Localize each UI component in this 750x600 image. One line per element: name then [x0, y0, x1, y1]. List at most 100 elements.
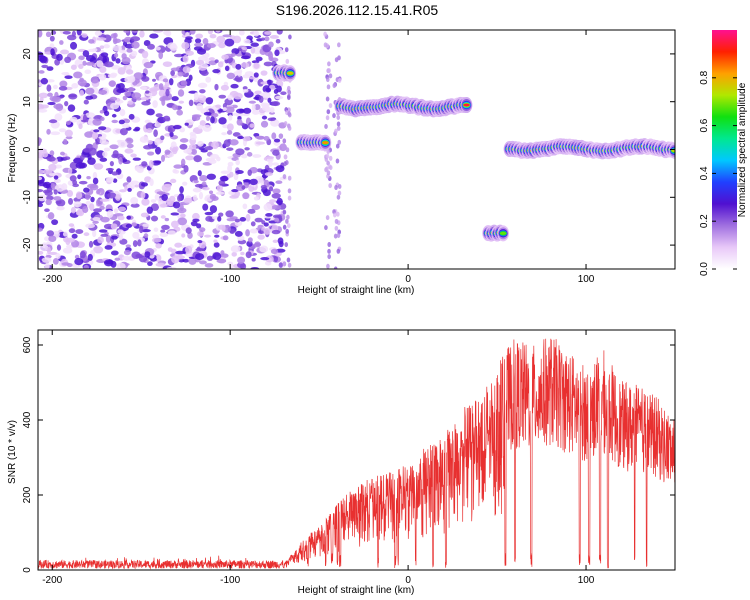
spectrogram-noise-blob — [164, 149, 171, 155]
spectrogram-noise-blob — [235, 63, 242, 70]
spectrogram-noise-blob — [235, 159, 240, 166]
spectrogram-noise-blob — [53, 196, 62, 201]
snr-series-line — [38, 338, 675, 570]
spectrogram-noise-blob — [164, 217, 170, 222]
spectrogram-noise-blob — [116, 88, 126, 93]
spectrogram-noise-blob — [102, 34, 112, 43]
spectrogram-noise-blob — [185, 227, 192, 234]
spectrogram-noise-blob — [222, 34, 232, 38]
spectrogram-noise-blob — [250, 266, 260, 269]
spectrogram-noise-blob — [282, 209, 287, 215]
spectrogram-noise-blob — [132, 240, 138, 248]
spectrogram-noise-blob — [78, 55, 85, 61]
spectrogram-noise-blob — [92, 118, 102, 126]
spectrogram-noise-blob — [191, 114, 202, 118]
spectrogram-noise-blob — [229, 171, 234, 178]
spectrogram-noise-blob — [215, 191, 225, 195]
spectrogram-noise-blob — [272, 162, 279, 166]
spectrogram-noise-blob — [336, 121, 341, 127]
spectrogram-noise-blob — [77, 174, 82, 180]
spectrogram-noise-blob — [327, 248, 331, 254]
spectrogram-noise-blob — [170, 178, 177, 184]
spectrogram-noise-blob — [79, 89, 85, 97]
spectrogram-noise-blob — [334, 128, 338, 134]
spectrogram-noise-blob — [194, 38, 202, 44]
spectrogram-noise-blob — [286, 85, 291, 91]
snr-x-ticks: -200 -100 0 100 — [42, 330, 595, 586]
spectrogram-noise-blob — [327, 254, 331, 260]
spectrogram-noise-blob — [240, 62, 250, 69]
spectrogram-noise-blob — [190, 148, 198, 155]
spectrogram-noise-blob — [202, 124, 212, 132]
spectrogram-noise-blob — [275, 95, 284, 100]
spectrogram-noise-blob — [272, 149, 280, 156]
spectrogram-noise-blob — [205, 215, 213, 222]
spectrogram-noise-blob — [197, 82, 208, 89]
spectrogram-noise-blob — [269, 199, 277, 203]
spectrogram-noise-blob — [109, 160, 114, 167]
spectrogram-noise-blob — [170, 70, 175, 77]
spectrogram-noise-blob — [199, 175, 208, 182]
spectrogram-noise-blob — [217, 61, 224, 68]
spectrogram-noise-blob — [68, 93, 78, 100]
spectrogram-noise-blob — [267, 51, 274, 59]
spectrogram-noise-blob — [70, 41, 78, 50]
spectrogram-noise-blob — [119, 128, 128, 136]
spectrogram-noise-blob — [39, 96, 44, 103]
spectrogram-noise-blob — [197, 170, 202, 177]
spectrogram-noise-blob — [119, 49, 127, 54]
spectrogram-noise-blob — [192, 218, 200, 223]
spectrogram-noise-blob — [69, 116, 78, 123]
spectrogram-noise-blob — [131, 30, 139, 33]
spectrogram-noise-blob — [163, 30, 170, 36]
spectrogram-noise-blob — [111, 113, 117, 118]
spectrogram-noise-blob — [179, 138, 189, 143]
spectrogram-noise-blob — [47, 92, 53, 97]
spectrogram-noise-blob — [287, 125, 292, 131]
spectrogram-noise-blob — [162, 78, 169, 83]
spectrogram-noise-blob — [66, 263, 73, 268]
spectrogram-noise-blob — [210, 153, 219, 160]
spectrogram-noise-blob — [91, 133, 98, 140]
spectrogram-noise-blob — [65, 136, 73, 140]
spectrogram-noise-blob — [273, 138, 281, 143]
snr-x-axis-label: Height of straight line (km) — [298, 585, 415, 596]
spectrogram-noise-blob — [250, 42, 259, 47]
spectrogram-noise-blob — [85, 61, 95, 66]
spectrogram-noise-blob — [67, 167, 73, 175]
spectrogram-noise-blob — [125, 69, 134, 75]
spectrogram-noise-blob — [223, 139, 231, 147]
spectrogram-noise-blob — [245, 251, 252, 259]
spectrogram-noise-blob — [124, 91, 132, 97]
spectrogram-noise-blob — [92, 48, 98, 52]
spectrogram-noise-blob — [245, 213, 251, 222]
spectrogram-noise-blob — [270, 248, 279, 254]
spectrogram-noise-blob — [182, 55, 189, 63]
spectrogram-noise-blob — [283, 161, 287, 167]
spectrogram-noise-blob — [126, 48, 133, 53]
spectrogram-noise-blob — [140, 191, 146, 199]
spectrogram-noise-blob — [140, 212, 150, 218]
spectrogram-noise-blob — [235, 148, 245, 156]
spectrogram-noise-blob — [287, 95, 291, 101]
spectrogram-x-axis-label: Height of straight line (km) — [298, 285, 415, 296]
spectrogram-noise-blob — [38, 108, 48, 113]
spectrogram-noise-blob — [92, 229, 97, 238]
spectrogram-noise-blob — [154, 122, 162, 128]
spectrogram-noise-blob — [147, 261, 153, 267]
spectrogram-noise-blob — [38, 188, 44, 193]
spectrogram-noise-blob — [147, 43, 155, 50]
spectrogram-noise-blob — [136, 97, 142, 101]
spectrogram-noise-blob — [72, 183, 79, 188]
spectrogram-noise-blob — [38, 194, 47, 202]
spectrogram-noise-blob — [336, 211, 340, 217]
spectrogram-noise-blob — [79, 251, 86, 259]
spectrogram-noise-blob — [206, 255, 214, 261]
spectrogram-noise-blob — [209, 205, 218, 214]
spectrogram-noise-blob — [190, 220, 198, 227]
spectrogram-noise-blob — [68, 228, 76, 234]
spectrogram-noise-blob — [87, 157, 96, 165]
snr-y-tick-label: 400 — [22, 411, 33, 428]
spectrogram-noise-blob — [61, 72, 70, 76]
spectrogram-noise-blob — [38, 169, 45, 175]
